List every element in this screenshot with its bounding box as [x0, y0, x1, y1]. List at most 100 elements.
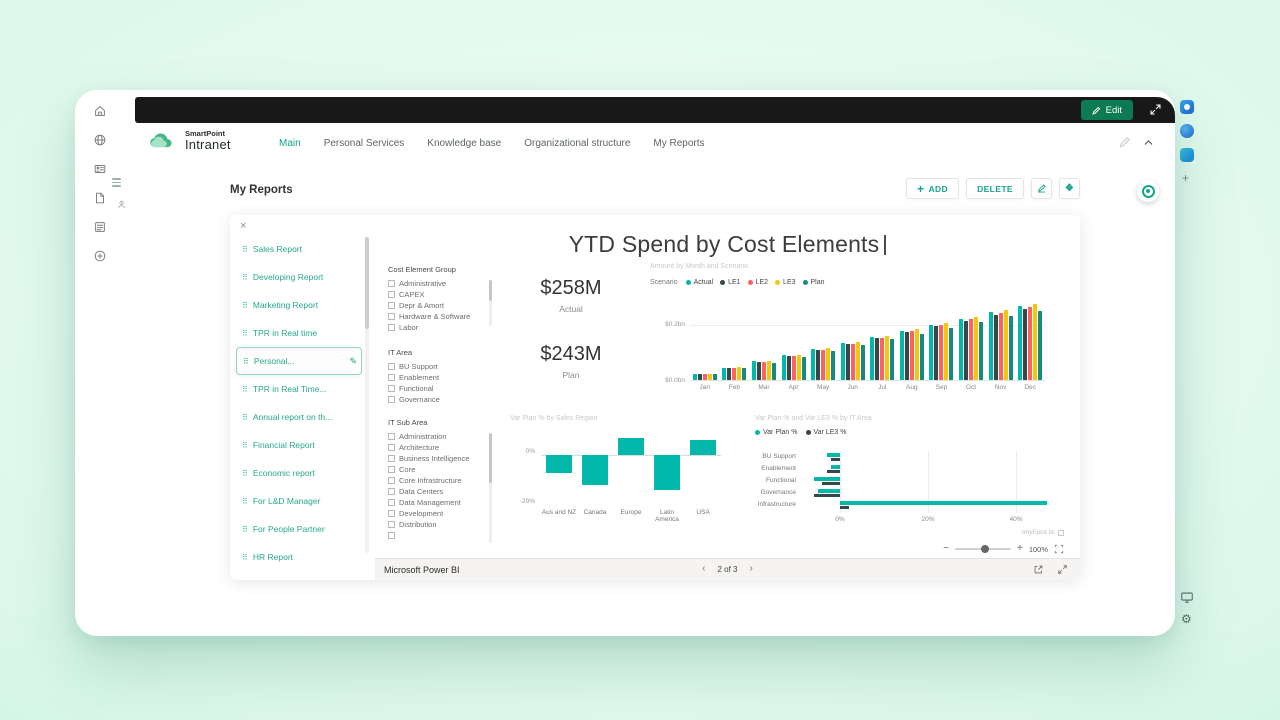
drag-handle-icon[interactable]: ⠿: [242, 440, 248, 450]
report-list-item[interactable]: ⠿ Personal... ✎: [236, 347, 362, 375]
sidebar-add-icon[interactable]: +: [1182, 171, 1190, 185]
report-list-item[interactable]: ⠿ Economic report: [236, 459, 362, 487]
checkbox-icon[interactable]: [388, 313, 395, 320]
slicer-option[interactable]: Hardware & Software: [388, 311, 502, 322]
checkbox-icon[interactable]: [388, 302, 395, 309]
edit-button[interactable]: Edit: [1080, 100, 1133, 120]
next-page-button[interactable]: ›: [749, 563, 753, 574]
profile-icon[interactable]: [116, 199, 127, 210]
drag-handle-icon[interactable]: ⠿: [242, 384, 248, 394]
nav-item-organizational-structure[interactable]: Organizational structure: [524, 138, 631, 149]
slicer-option[interactable]: Enablement: [388, 372, 502, 383]
chevron-up-icon[interactable]: [1142, 136, 1155, 149]
copilot-icon[interactable]: [1180, 100, 1194, 114]
id-card-icon[interactable]: [93, 162, 107, 176]
zoom-slider[interactable]: [954, 545, 1011, 553]
fit-to-page-icon[interactable]: [1054, 544, 1064, 554]
nav-item-my-reports[interactable]: My Reports: [653, 138, 705, 149]
slicer-option[interactable]: Administration: [388, 431, 502, 442]
drag-handle-icon[interactable]: ⠿: [243, 356, 249, 366]
home-icon[interactable]: [93, 104, 107, 118]
checkbox-icon[interactable]: [388, 280, 395, 287]
zoom-out-icon[interactable]: −: [943, 543, 949, 554]
add-circle-icon[interactable]: [93, 249, 107, 263]
report-list-item[interactable]: ⠿ Developing Report: [236, 263, 362, 291]
slicer-option[interactable]: Governance: [388, 394, 502, 405]
rename-pencil-icon[interactable]: ✎: [349, 355, 357, 366]
close-icon[interactable]: ×: [240, 220, 247, 232]
slicer-option[interactable]: Business Intelligence: [388, 453, 502, 464]
checkbox-icon[interactable]: [388, 374, 395, 381]
drag-handle-icon[interactable]: ⠿: [242, 328, 248, 338]
checkbox-icon[interactable]: [388, 291, 395, 298]
share-icon[interactable]: [1033, 564, 1044, 575]
drag-handle-icon[interactable]: ⠿: [242, 496, 248, 506]
accessibility-fab[interactable]: [1137, 180, 1159, 202]
checkbox-icon[interactable]: [388, 532, 395, 539]
extension-chat-icon[interactable]: [1180, 148, 1194, 162]
globe-icon[interactable]: [93, 133, 107, 147]
slicer-option[interactable]: CAPEX: [388, 289, 502, 300]
report-list-item[interactable]: ⠿ For L&D Manager: [236, 487, 362, 515]
scrollbar-thumb[interactable]: [489, 433, 492, 483]
checkbox-icon[interactable]: [388, 455, 395, 462]
checkbox-icon[interactable]: [388, 499, 395, 506]
nav-item-personal-services[interactable]: Personal Services: [323, 138, 405, 149]
slicer-option[interactable]: Functional: [388, 383, 502, 394]
drag-handle-icon[interactable]: ⠿: [242, 300, 248, 310]
report-list-item[interactable]: ⠿ Annual report on th...: [236, 403, 362, 431]
delete-button[interactable]: DELETE: [966, 178, 1024, 199]
drag-handle-icon[interactable]: ⠿: [242, 272, 248, 282]
slicer-option[interactable]: Data Management: [388, 497, 502, 508]
widgets-button[interactable]: ❖: [1059, 178, 1080, 199]
slicer-option[interactable]: Labor: [388, 322, 502, 333]
checkbox-icon[interactable]: [388, 466, 395, 473]
checkbox-icon[interactable]: [388, 477, 395, 484]
zoom-in-icon[interactable]: +: [1016, 543, 1023, 554]
drag-handle-icon[interactable]: ⠿: [242, 244, 248, 254]
screen-share-icon[interactable]: [1180, 590, 1194, 604]
report-list-item[interactable]: ⠿ HR Report: [236, 543, 362, 571]
drag-handle-icon[interactable]: ⠿: [242, 468, 248, 478]
menu-toggle-icon[interactable]: [112, 178, 121, 187]
slicer-scrollbar[interactable]: [489, 280, 492, 326]
header-edit-icon[interactable]: [1119, 136, 1131, 148]
report-list-item[interactable]: ⠿ For People Partner: [236, 515, 362, 543]
slicer-option[interactable]: Core: [388, 464, 502, 475]
document-icon[interactable]: [93, 191, 107, 205]
checkbox-icon[interactable]: [388, 433, 395, 440]
slicer-option[interactable]: [388, 530, 502, 541]
checkbox-icon[interactable]: [388, 385, 395, 392]
prev-page-button[interactable]: ‹: [702, 563, 706, 574]
report-list-item[interactable]: ⠿ TPR in Real time: [236, 319, 362, 347]
report-list-item[interactable]: ⠿ Marketing Report: [236, 291, 362, 319]
extension-blue-icon[interactable]: [1180, 124, 1194, 138]
checkbox-icon[interactable]: [388, 444, 395, 451]
add-button[interactable]: + ADD: [906, 178, 960, 199]
checkbox-icon[interactable]: [388, 510, 395, 517]
drag-handle-icon[interactable]: ⠿: [242, 412, 248, 422]
checkbox-icon[interactable]: [388, 363, 395, 370]
slicer-option[interactable]: Core Infrastructure: [388, 475, 502, 486]
slicer-option[interactable]: Administrative: [388, 278, 502, 289]
report-list-item[interactable]: ⠿ Financial Report: [236, 431, 362, 459]
slicer-option[interactable]: Data Centers: [388, 486, 502, 497]
smartpoint-logo[interactable]: SmartPoint Intranet: [148, 130, 231, 152]
report-list-item[interactable]: ⠿ Sales Report: [236, 235, 362, 263]
checkbox-icon[interactable]: [388, 396, 395, 403]
checkbox-icon[interactable]: [388, 521, 395, 528]
scrollbar-thumb[interactable]: [489, 280, 492, 301]
fullscreen-icon[interactable]: [1057, 564, 1068, 575]
slicer-option[interactable]: Distribution: [388, 519, 502, 530]
zoom-slider-thumb[interactable]: [980, 545, 989, 553]
nav-item-knowledge-base[interactable]: Knowledge base: [427, 138, 502, 149]
slicer-scrollbar[interactable]: [489, 433, 492, 543]
slicer-option[interactable]: Development: [388, 508, 502, 519]
slicer-option[interactable]: BU Support: [388, 361, 502, 372]
drag-handle-icon[interactable]: ⠿: [242, 552, 248, 562]
slicer-option[interactable]: Architecture: [388, 442, 502, 453]
sidebar-settings-icon[interactable]: ⚙: [1181, 612, 1192, 626]
slicer-option[interactable]: Depr & Amort: [388, 300, 502, 311]
news-board-icon[interactable]: [93, 220, 107, 234]
nav-item-main[interactable]: Main: [279, 138, 301, 149]
